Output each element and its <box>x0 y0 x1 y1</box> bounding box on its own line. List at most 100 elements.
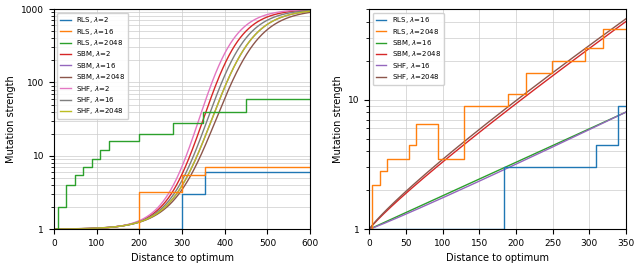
SBM, $\lambda$=2 <box>168 192 175 195</box>
SBM, $\lambda$=2048 <box>299 12 307 15</box>
RLS, $\lambda$=16 <box>50 228 58 231</box>
SHF, $\lambda$=16 <box>379 222 387 226</box>
RLS, $\lambda$=2048 <box>97 148 104 152</box>
SBM, $\lambda$=16 <box>299 10 307 14</box>
RLS, $\lambda$=16 <box>592 166 600 169</box>
SHF, $\lambda$=16 <box>168 196 175 199</box>
RLS, $\lambda$=16 <box>500 228 508 231</box>
SBM, $\lambda$=16 <box>379 222 387 225</box>
RLS, $\lambda$=2048 <box>383 170 391 173</box>
SBM, $\lambda$=2048 <box>299 12 307 15</box>
RLS, $\lambda$=2048 <box>54 228 61 231</box>
RLS, $\lambda$=16 <box>592 143 600 146</box>
SHF, $\lambda$=2048 <box>63 227 71 231</box>
SHF, $\lambda$=16 <box>175 185 182 188</box>
RLS, $\lambda$=2048 <box>54 206 61 209</box>
SBM, $\lambda$=2 <box>299 9 307 12</box>
RLS, $\lambda$=2048 <box>581 47 589 50</box>
SBM, $\lambda$=16 <box>168 199 175 202</box>
RLS, $\lambda$=2048 <box>413 143 420 146</box>
SHF, $\lambda$=2048 <box>365 227 373 231</box>
RLS, $\lambda$=2 <box>178 228 186 231</box>
RLS, $\lambda$=16 <box>135 228 143 231</box>
RLS, $\lambda$=2048 <box>62 183 70 187</box>
SHF, $\lambda$=16 <box>490 173 498 176</box>
Line: SHF, $\lambda$=2: SHF, $\lambda$=2 <box>54 10 310 229</box>
Legend: RLS, $\lambda$=2, RLS, $\lambda$=16, RLS, $\lambda$=2048, SBM, $\lambda$=2, SBM,: RLS, $\lambda$=2, RLS, $\lambda$=16, RLS… <box>58 13 128 119</box>
SBM, $\lambda$=2048 <box>365 227 373 231</box>
SBM, $\lambda$=16 <box>365 228 373 231</box>
RLS, $\lambda$=2048 <box>504 104 512 107</box>
RLS, $\lambda$=2048 <box>413 122 420 125</box>
RLS, $\lambda$=2048 <box>460 104 468 107</box>
SHF, $\lambda$=2 <box>168 187 175 190</box>
SHF, $\lambda$=2 <box>50 228 58 231</box>
SHF, $\lambda$=2048 <box>168 199 175 202</box>
SHF, $\lambda$=2048 <box>307 10 314 13</box>
RLS, $\lambda$=2048 <box>548 59 556 62</box>
SBM, $\lambda$=2048 <box>379 213 387 217</box>
RLS, $\lambda$=16 <box>135 190 143 194</box>
SHF, $\lambda$=2048 <box>175 189 182 193</box>
SHF, $\lambda$=16 <box>365 228 373 231</box>
Y-axis label: Mutation strength: Mutation strength <box>6 75 15 163</box>
SBM, $\lambda$=2 <box>50 228 58 231</box>
RLS, $\lambda$=2048 <box>504 93 512 96</box>
SBM, $\lambda$=2048 <box>307 11 314 14</box>
Line: RLS, $\lambda$=2048: RLS, $\lambda$=2048 <box>369 29 626 229</box>
X-axis label: Distance to optimum: Distance to optimum <box>446 253 549 263</box>
SHF, $\lambda$=16 <box>622 111 630 114</box>
RLS, $\lambda$=2 <box>307 171 314 174</box>
RLS, $\lambda$=2048 <box>522 93 530 96</box>
SHF, $\lambda$=2048 <box>483 121 491 125</box>
SBM, $\lambda$=2 <box>252 22 259 25</box>
RLS, $\lambda$=2048 <box>79 173 87 176</box>
Line: RLS, $\lambda$=16: RLS, $\lambda$=16 <box>54 167 310 229</box>
RLS, $\lambda$=2048 <box>376 170 383 173</box>
RLS, $\lambda$=2048 <box>581 59 589 62</box>
SHF, $\lambda$=2 <box>299 8 307 12</box>
SBM, $\lambda$=16 <box>568 135 575 139</box>
RLS, $\lambda$=2048 <box>105 139 113 142</box>
RLS, $\lambda$=2048 <box>405 143 413 146</box>
SBM, $\lambda$=2048 <box>175 193 182 196</box>
RLS, $\lambda$=2048 <box>435 157 442 160</box>
SBM, $\lambda$=2048 <box>568 60 575 63</box>
SBM, $\lambda$=2048 <box>614 26 622 29</box>
RLS, $\lambda$=2048 <box>369 183 376 186</box>
X-axis label: Distance to optimum: Distance to optimum <box>131 253 234 263</box>
SHF, $\lambda$=16 <box>252 26 259 30</box>
RLS, $\lambda$=16 <box>201 165 209 169</box>
RLS, $\lambda$=2048 <box>460 157 468 160</box>
SBM, $\lambda$=2 <box>307 8 314 12</box>
Line: SHF, $\lambda$=2048: SHF, $\lambda$=2048 <box>369 19 626 229</box>
SHF, $\lambda$=2048 <box>490 116 498 119</box>
Line: SHF, $\lambda$=16: SHF, $\lambda$=16 <box>54 10 310 229</box>
SHF, $\lambda$=2048 <box>379 212 387 215</box>
RLS, $\lambda$=2048 <box>88 158 96 161</box>
RLS, $\lambda$=16 <box>614 143 621 146</box>
SBM, $\lambda$=16 <box>63 227 71 231</box>
SHF, $\lambda$=2 <box>175 173 182 176</box>
RLS, $\lambda$=2048 <box>435 122 442 125</box>
SHF, $\lambda$=16 <box>307 9 314 12</box>
SBM, $\lambda$=2048 <box>168 201 175 204</box>
RLS, $\lambda$=2048 <box>97 158 104 161</box>
SBM, $\lambda$=16 <box>50 227 58 231</box>
SHF, $\lambda$=2048 <box>622 17 630 20</box>
RLS, $\lambda$=2048 <box>369 228 376 231</box>
SBM, $\lambda$=2 <box>63 227 71 231</box>
RLS, $\lambda$=2048 <box>599 47 607 50</box>
SHF, $\lambda$=16 <box>299 9 307 13</box>
SHF, $\lambda$=2048 <box>614 23 622 26</box>
SBM, $\lambda$=16 <box>299 10 307 14</box>
RLS, $\lambda$=2048 <box>169 132 177 135</box>
SBM, $\lambda$=16 <box>622 111 630 114</box>
SBM, $\lambda$=2048 <box>622 20 630 23</box>
RLS, $\lambda$=2048 <box>405 157 413 160</box>
RLS, $\lambda$=2048 <box>135 132 143 135</box>
RLS, $\lambda$=2 <box>201 171 209 174</box>
SHF, $\lambda$=2048 <box>299 10 307 14</box>
RLS, $\lambda$=2048 <box>79 165 87 169</box>
SBM, $\lambda$=2048 <box>252 40 259 43</box>
